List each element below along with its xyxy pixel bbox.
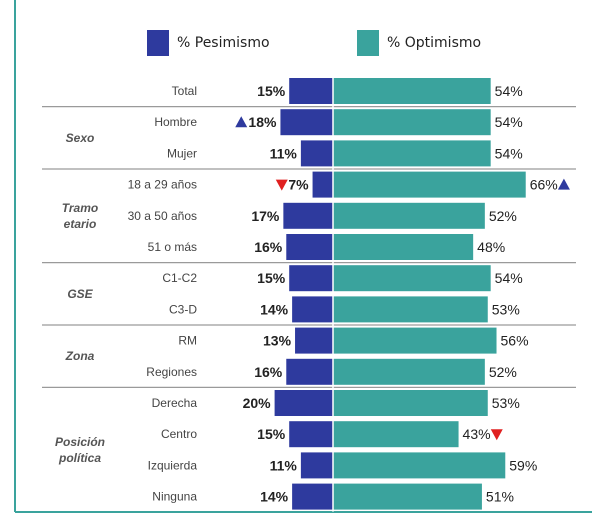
bar-pesimismo-regiones (286, 358, 333, 385)
legend-swatch-optimismo (357, 30, 379, 56)
legend-label-pesimismo: % Pesimismo (177, 35, 270, 51)
row-label-18-a-29-anos: 18 a 29 años (128, 178, 197, 192)
value-pesimismo-centro: 15% (257, 426, 286, 442)
value-pesimismo-mujer: 11% (270, 145, 298, 161)
value-optimismo-51-o-mas: 48% (477, 239, 505, 255)
value-pesimismo-18-a-29-anos: 7% (288, 177, 309, 193)
bar-pesimismo-total (289, 78, 333, 104)
group-label-tramo-etario-line-0: Tramo (62, 201, 98, 215)
bar-optimismo-regiones (333, 358, 485, 385)
bar-pesimismo-centro (289, 421, 333, 448)
bar-optimismo-derecha (333, 390, 488, 416)
bar-pesimismo-51-o-mas (286, 234, 333, 260)
bar-optimismo-c1-c2 (333, 265, 491, 292)
group-label-gse: GSE (67, 287, 93, 301)
row-label-regiones: Regiones (146, 365, 197, 379)
value-optimismo-18-a-29-anos: 66% (530, 177, 558, 193)
marker-down-optimismo-centro (490, 429, 503, 441)
bar-pesimismo-derecha (274, 390, 333, 416)
value-optimismo-rm: 56% (501, 333, 529, 349)
value-optimismo-izquierda: 59% (509, 457, 537, 473)
value-optimismo-hombre: 54% (495, 114, 523, 130)
value-optimismo-c1-c2: 54% (495, 270, 523, 286)
bar-optimismo-ninguna (333, 483, 482, 510)
bar-pesimismo-izquierda (300, 452, 333, 479)
value-pesimismo-c1-c2: 15% (257, 270, 286, 286)
row-label-rm: RM (178, 334, 197, 348)
bar-optimismo-mujer (333, 140, 491, 167)
bar-optimismo-izquierda (333, 452, 506, 479)
marker-down-pesimismo-18-a-29-anos (275, 179, 288, 191)
value-pesimismo-30-a-50-anos: 17% (251, 208, 280, 224)
value-pesimismo-total: 15% (257, 83, 286, 99)
value-pesimismo-rm: 13% (263, 333, 292, 349)
bar-optimismo-centro (333, 421, 459, 448)
bar-optimismo-c3-d (333, 296, 488, 323)
value-pesimismo-ninguna: 14% (260, 489, 289, 505)
bar-optimismo-51-o-mas (333, 234, 474, 260)
row-label-c1-c2: C1-C2 (162, 271, 197, 285)
legend-item-pesimismo: % Pesimismo (147, 30, 270, 56)
bar-optimismo-total (333, 78, 491, 104)
value-pesimismo-regiones: 16% (254, 364, 283, 380)
group-label-posicion-politica-line-1: política (58, 451, 101, 465)
bar-pesimismo-18-a-29-anos (312, 171, 333, 198)
value-pesimismo-c3-d: 14% (260, 301, 289, 317)
row-label-mujer: Mujer (167, 146, 197, 160)
value-pesimismo-51-o-mas: 16% (254, 239, 283, 255)
legend-item-optimismo: % Optimismo (357, 30, 481, 56)
marker-up-pesimismo-hombre (235, 116, 248, 128)
bar-pesimismo-30-a-50-anos (283, 202, 333, 229)
legend-swatch-pesimismo (147, 30, 169, 56)
bar-pesimismo-hombre (280, 109, 333, 136)
bar-pesimismo-c1-c2 (289, 265, 333, 292)
bar-optimismo-rm (333, 327, 497, 354)
legend-label-optimismo: % Optimismo (387, 35, 482, 51)
row-label-derecha: Derecha (152, 396, 198, 410)
value-pesimismo-hombre: 18% (248, 114, 277, 130)
bar-pesimismo-c3-d (292, 296, 333, 323)
value-optimismo-regiones: 52% (489, 364, 517, 380)
row-label-51-o-mas: 51 o más (148, 240, 197, 254)
value-pesimismo-izquierda: 11% (270, 457, 298, 473)
row-label-hombre: Hombre (154, 115, 197, 129)
row-label-izquierda: Izquierda (148, 458, 198, 472)
group-label-sexo: Sexo (66, 131, 95, 145)
group-label-posicion-politica-line-0: Posición (55, 435, 105, 449)
value-optimismo-total: 54% (495, 83, 523, 99)
value-optimismo-ninguna: 51% (486, 489, 514, 505)
row-label-c3-d: C3-D (169, 302, 197, 316)
value-pesimismo-derecha: 20% (243, 395, 272, 411)
bar-pesimismo-mujer (300, 140, 333, 167)
row-label-centro: Centro (161, 427, 197, 441)
row-label-total: Total (172, 84, 197, 98)
bar-optimismo-hombre (333, 109, 491, 136)
value-optimismo-mujer: 54% (495, 145, 523, 161)
bar-optimismo-30-a-50-anos (333, 202, 485, 229)
value-optimismo-centro: 43% (463, 426, 491, 442)
marker-up-optimismo-18-a-29-anos (557, 178, 570, 190)
bar-optimismo-18-a-29-anos (333, 171, 526, 198)
row-label-30-a-50-anos: 30 a 50 años (128, 209, 197, 223)
bar-pesimismo-rm (295, 327, 333, 354)
group-label-tramo-etario-line-1: etario (64, 217, 97, 231)
value-optimismo-derecha: 53% (492, 395, 520, 411)
group-label-zona: Zona (65, 349, 95, 363)
bar-pesimismo-ninguna (292, 483, 333, 510)
value-optimismo-30-a-50-anos: 52% (489, 208, 517, 224)
row-label-ninguna: Ninguna (152, 490, 197, 504)
value-optimismo-c3-d: 53% (492, 301, 520, 317)
